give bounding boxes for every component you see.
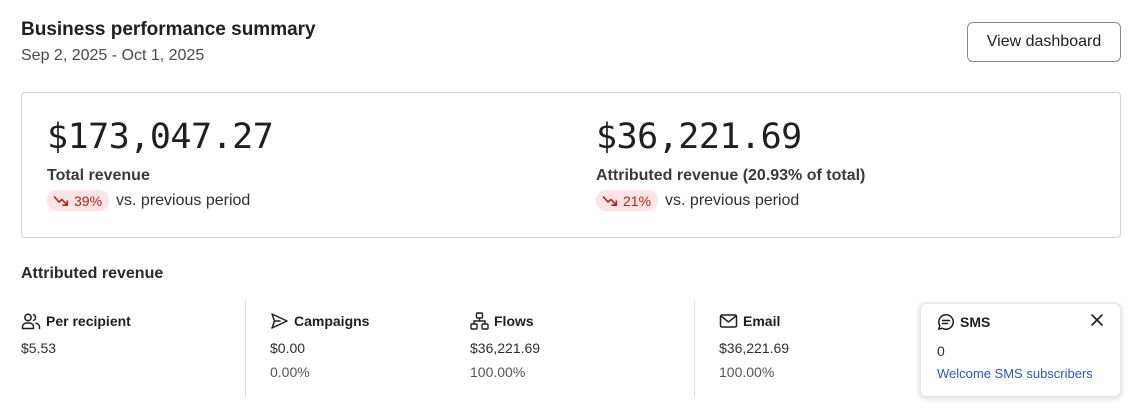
flows-column: Flows $36,221.69 100.00%: [470, 311, 540, 380]
total-revenue-metric: $173,047.27 Total revenue 39% vs. previo…: [47, 115, 274, 211]
view-dashboard-button[interactable]: View dashboard: [967, 22, 1121, 62]
total-revenue-change: 39% vs. previous period: [47, 190, 273, 211]
column-value: $36,221.69: [719, 340, 790, 356]
attributed-revenue-metric: $36,221.69 Attributed revenue (20.93% of…: [596, 115, 865, 211]
column-header: Email: [719, 311, 789, 331]
column-title: Per recipient: [46, 313, 131, 329]
column-value: $5.53: [21, 340, 57, 356]
total-revenue-value: $173,047.27: [47, 117, 274, 157]
column-divider: [694, 301, 695, 398]
mail-icon: [719, 314, 738, 328]
attributed-revenue-label: Attributed revenue (20.93% of total): [596, 167, 866, 184]
column-title: Flows: [494, 313, 534, 329]
welcome-sms-link[interactable]: Welcome SMS subscribers: [937, 366, 1093, 381]
comparison-text: vs. previous period: [665, 191, 800, 209]
chat-icon: [938, 314, 954, 330]
per-recipient-column: Per recipient $5.53: [21, 311, 131, 356]
trend-down-icon: [53, 195, 69, 206]
change-percent: 39%: [74, 192, 103, 209]
column-header: Per recipient: [21, 311, 131, 331]
change-badge: 39%: [47, 190, 110, 211]
column-percent: 100.00%: [470, 364, 526, 380]
attributed-revenue-change: 21% vs. previous period: [596, 190, 865, 211]
send-icon: [271, 313, 288, 329]
column-header: Campaigns: [270, 311, 369, 331]
close-icon[interactable]: [1089, 312, 1105, 328]
column-title: Campaigns: [294, 313, 370, 329]
attributed-revenue-value: $36,221.69: [596, 117, 802, 157]
column-percent: 0.00%: [270, 364, 310, 380]
flow-icon: [470, 312, 489, 330]
email-column: Email $36,221.69 100.00%: [719, 311, 789, 380]
summary-card: $173,047.27 Total revenue 39% vs. previo…: [21, 92, 1121, 238]
sms-header: SMS: [937, 313, 990, 331]
comparison-text: vs. previous period: [116, 191, 251, 209]
sms-popover: SMS 0 Welcome SMS subscribers: [920, 303, 1121, 397]
column-percent: 100.00%: [719, 364, 775, 380]
change-badge: 21%: [596, 190, 659, 211]
change-percent: 21%: [623, 192, 652, 209]
campaigns-column: Campaigns $0.00 0.00%: [270, 311, 369, 380]
column-divider: [245, 301, 246, 398]
column-value: $36,221.69: [470, 340, 541, 356]
total-revenue-label: Total revenue: [47, 167, 150, 184]
column-title: Email: [743, 313, 781, 329]
column-header: Flows: [470, 311, 540, 331]
trend-down-icon: [602, 195, 618, 206]
attributed-section-title: Attributed revenue: [21, 265, 164, 282]
column-value: $0.00: [270, 340, 306, 356]
sms-title: SMS: [960, 314, 991, 330]
page-title: Business performance summary: [21, 19, 316, 40]
sms-value: 0: [937, 343, 945, 359]
date-range: Sep 2, 2025 - Oct 1, 2025: [21, 47, 205, 64]
users-icon: [21, 313, 41, 330]
